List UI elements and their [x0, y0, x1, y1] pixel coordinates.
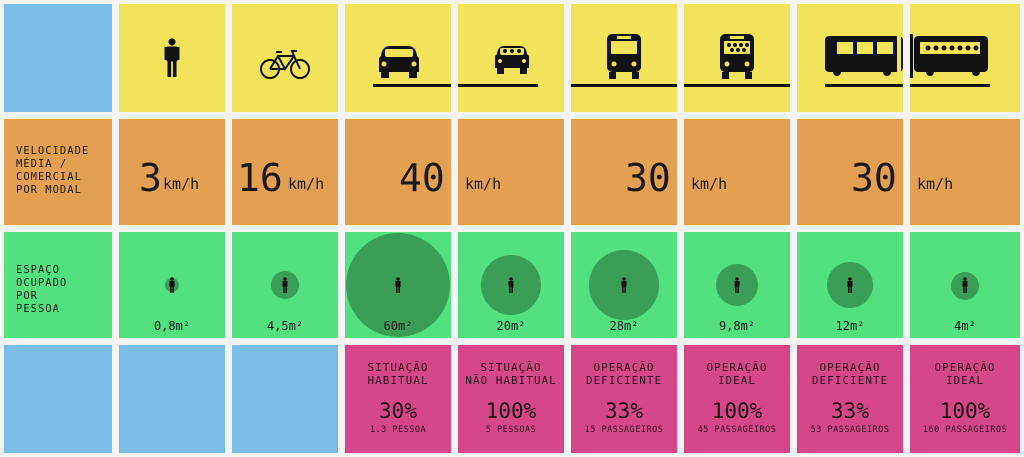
bus-full-icon — [720, 34, 754, 79]
blank-cell-bottom-1 — [4, 345, 112, 453]
road-line — [910, 84, 990, 87]
speed-cell-car: 40 — [345, 119, 451, 225]
situation-cell-car-full: SITUAÇÃO NÃO HABITUAL 100% 5 PESSOAS — [458, 345, 564, 453]
blank-cell-bottom-3 — [232, 345, 338, 453]
car-icon — [379, 46, 419, 78]
brt-icon — [825, 34, 903, 78]
person-icon — [169, 277, 175, 293]
situation-title: SITUAÇÃO NÃO HABITUAL — [465, 361, 557, 387]
situation-occupancy: 45 PASSAGEIROS — [697, 425, 777, 435]
situation-cell-bus-full: OPERAÇÃO IDEAL 100% 45 PASSAGEIROS — [684, 345, 790, 453]
person-icon — [847, 277, 853, 293]
situation-occupancy: 5 PESSOAS — [485, 425, 537, 435]
area-label: 4m² — [954, 319, 976, 333]
person-icon — [164, 38, 180, 77]
blank-cell-bottom-2 — [119, 345, 225, 453]
area-label: 4,5m² — [266, 319, 304, 333]
situation-title: OPERAÇÃO IDEAL — [706, 361, 768, 387]
speed-cell-bus: 30 — [571, 119, 677, 225]
speed-value: 3 — [139, 156, 162, 200]
car-full-icon — [495, 46, 529, 74]
speed-row-label-cell: VELOCIDADE MÉDIA / COMERCIAL POR MODAL — [4, 119, 112, 225]
road-line — [571, 84, 677, 87]
speed-unit: km/h — [288, 175, 325, 193]
header-cell-car-full — [458, 4, 564, 112]
situation-percent: 100% — [711, 399, 763, 423]
space-cell-brt-full: 4m² — [910, 232, 1020, 338]
speed-value: 40 — [399, 156, 445, 200]
road-line — [458, 84, 538, 87]
speed-cell-brt-unit: km/h — [910, 119, 1020, 225]
speed-unit: km/h — [917, 175, 954, 193]
space-cell-brt: 12m² — [797, 232, 903, 338]
situation-occupancy: 1.3 PESSOA — [369, 425, 427, 435]
situation-percent: 100% — [485, 399, 537, 423]
situation-title: OPERAÇÃO DEFICIENTE — [811, 361, 889, 387]
header-cell-bike — [232, 4, 338, 112]
speed-cell-bus-unit: km/h — [684, 119, 790, 225]
speed-cell-walk: 3 km/h — [119, 119, 225, 225]
situation-percent: 33% — [605, 399, 643, 423]
area-label: 28m² — [609, 319, 639, 333]
road-line — [825, 84, 903, 87]
speed-value: 30 — [851, 156, 897, 200]
situation-title: OPERAÇÃO DEFICIENTE — [585, 361, 663, 387]
situation-percent: 30% — [379, 399, 417, 423]
situation-occupancy: 160 PASSAGEIROS — [922, 425, 1008, 435]
header-cell-car — [345, 4, 451, 112]
space-cell-bus: 28m² — [571, 232, 677, 338]
person-icon — [395, 277, 401, 293]
situation-occupancy: 15 PASSAGEIROS — [584, 425, 664, 435]
situation-cell-brt: OPERAÇÃO DEFICIENTE 33% 53 PASSAGEIROS — [797, 345, 903, 453]
space-cell-bike: 4,5m² — [232, 232, 338, 338]
situation-cell-bus: OPERAÇÃO DEFICIENTE 33% 15 PASSAGEIROS — [571, 345, 677, 453]
area-label: 9,8m² — [718, 319, 756, 333]
speed-value: 16 — [237, 156, 283, 200]
bicycle-icon — [260, 50, 310, 79]
header-cell-walk — [119, 4, 225, 112]
area-label: 0,8m² — [153, 319, 191, 333]
area-label: 12m² — [835, 319, 865, 333]
situation-title: SITUAÇÃO HABITUAL — [367, 361, 429, 387]
space-cell-car: 60m² — [345, 232, 451, 338]
road-line — [373, 84, 451, 87]
area-label: 20m² — [496, 319, 526, 333]
space-row-label: ESPAÇO OCUPADO POR PESSOA — [16, 264, 68, 315]
area-label: 60m² — [383, 319, 413, 333]
person-icon — [282, 277, 288, 293]
corner-cell-top — [4, 4, 112, 112]
speed-unit: km/h — [465, 175, 502, 193]
road-line — [684, 84, 790, 87]
situation-cell-brt-full: OPERAÇÃO IDEAL 100% 160 PASSAGEIROS — [910, 345, 1020, 453]
brt-full-icon — [910, 34, 988, 78]
speed-row-label: VELOCIDADE MÉDIA / COMERCIAL POR MODAL — [16, 145, 90, 196]
space-cell-walk: 0,8m² — [119, 232, 225, 338]
space-cell-car-full: 20m² — [458, 232, 564, 338]
situation-occupancy: 53 PASSAGEIROS — [810, 425, 890, 435]
bus-icon — [607, 34, 641, 79]
situation-cell-car: SITUAÇÃO HABITUAL 30% 1.3 PESSOA — [345, 345, 451, 453]
speed-cell-car-unit: km/h — [458, 119, 564, 225]
header-cell-bus — [571, 4, 677, 112]
situation-percent: 100% — [939, 399, 991, 423]
speed-value: 30 — [625, 156, 671, 200]
header-cell-brt — [797, 4, 903, 112]
speed-cell-bike: 16 km/h — [232, 119, 338, 225]
header-cell-brt-full — [910, 4, 1020, 112]
header-cell-bus-full — [684, 4, 790, 112]
speed-unit: km/h — [163, 175, 200, 193]
speed-unit: km/h — [691, 175, 728, 193]
person-icon — [962, 277, 968, 293]
space-row-label-cell: ESPAÇO OCUPADO POR PESSOA — [4, 232, 112, 338]
person-icon — [621, 277, 627, 293]
situation-title: OPERAÇÃO IDEAL — [934, 361, 996, 387]
person-icon — [734, 277, 740, 293]
speed-cell-brt: 30 — [797, 119, 903, 225]
person-icon — [508, 277, 514, 293]
space-cell-bus-full: 9,8m² — [684, 232, 790, 338]
situation-percent: 33% — [831, 399, 869, 423]
